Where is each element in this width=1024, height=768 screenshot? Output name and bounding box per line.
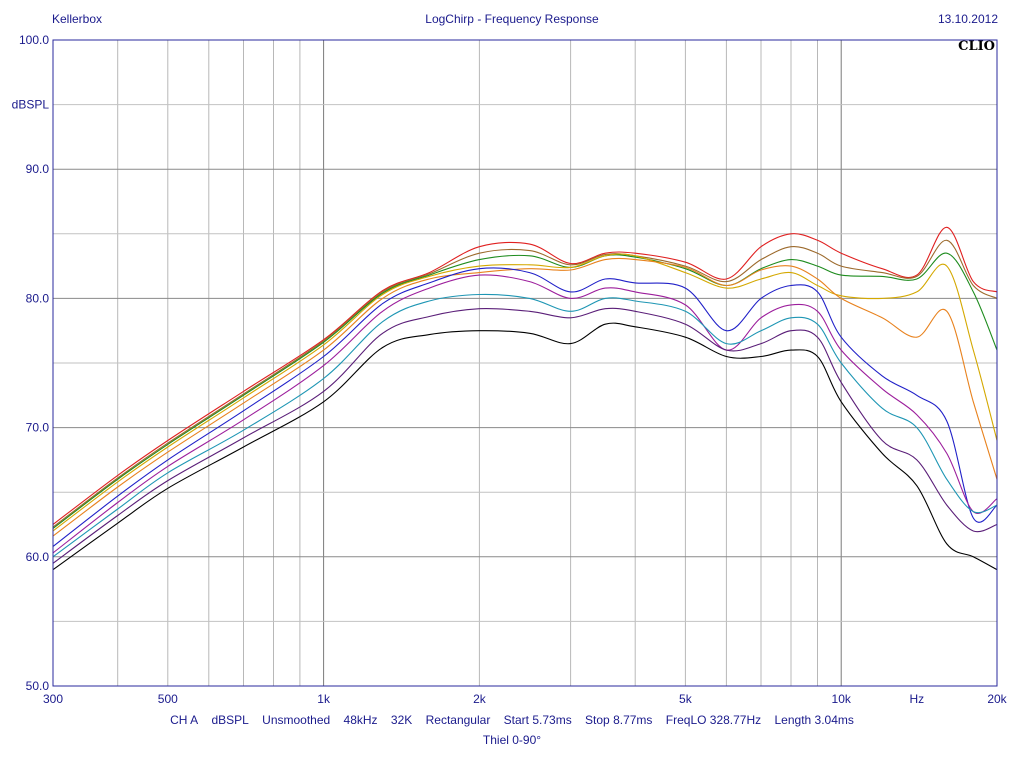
length-info: Length 3.04ms xyxy=(774,713,854,727)
smoothing-info: Unsmoothed xyxy=(262,713,331,727)
series-line-70deg xyxy=(52,293,998,558)
y-axis-label: dBSPL xyxy=(12,98,50,112)
series-line-60deg xyxy=(52,274,998,554)
channel-info: CH A xyxy=(170,713,199,727)
clio-logo: CLIO xyxy=(958,39,995,54)
x-tick-label: 1k xyxy=(317,692,331,706)
unit-info: dBSPL xyxy=(211,713,249,727)
y-tick-label: 80.0 xyxy=(26,291,50,305)
x-tick-label: 20k xyxy=(987,692,1007,706)
measurement-settings: CH A dBSPL Unsmoothed 48kHz 32K Rectangu… xyxy=(0,713,1024,727)
y-tick-label: 100.0 xyxy=(19,33,49,47)
plot-frame xyxy=(52,39,998,687)
series-line-80deg xyxy=(52,307,998,564)
x-tick-label: 300 xyxy=(43,692,63,706)
header-left-label: Kellerbox xyxy=(52,12,103,26)
series-line-20deg xyxy=(52,252,998,529)
y-tick-label: 70.0 xyxy=(26,421,50,435)
y-tick-label: 50.0 xyxy=(26,679,50,693)
fft-size-info: 32K xyxy=(390,713,413,727)
x-tick-label: 500 xyxy=(158,692,178,706)
x-tick-label: 2k xyxy=(473,692,487,706)
x-tick-label: 10k xyxy=(832,692,852,706)
header-date: 13.10.2012 xyxy=(937,12,998,26)
sample-rate-info: 48kHz xyxy=(343,713,378,727)
series-line-30deg xyxy=(52,253,998,532)
legend-label: Thiel 0-90° xyxy=(482,733,542,747)
freqlo-info: FreqLO 328.77Hz xyxy=(665,713,762,727)
grid xyxy=(53,40,997,686)
x-axis-label: Hz xyxy=(909,692,924,706)
y-tick-label: 60.0 xyxy=(26,550,50,564)
series-line-0deg xyxy=(52,226,998,525)
series-line-40deg xyxy=(52,257,998,537)
chart-title: LogChirp - Frequency Response xyxy=(425,12,599,26)
series-group xyxy=(52,226,998,571)
series-line-90deg xyxy=(52,322,998,571)
stop-info: Stop 8.77ms xyxy=(585,713,653,727)
y-tick-label: 90.0 xyxy=(26,162,50,176)
start-info: Start 5.73ms xyxy=(503,713,572,727)
series-line-50deg xyxy=(52,267,998,547)
tick-labels: 300 500 1k 2k 5k 10k 20k 50.0 60.0 70.0 80.0 90.0 10… xyxy=(19,33,1008,706)
x-tick-label: 5k xyxy=(679,692,693,706)
window-info: Rectangular xyxy=(425,713,491,727)
